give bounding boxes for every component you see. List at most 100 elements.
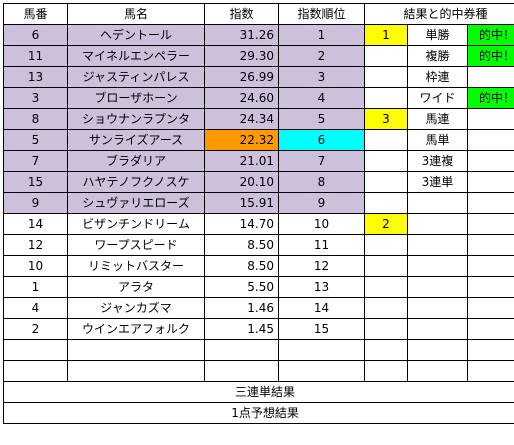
cell-index-rank[interactable]: 13 (278, 276, 365, 298)
cell-horse-number[interactable]: 4 (3, 297, 68, 319)
empty-cell[interactable] (466, 339, 514, 361)
cell-ticket-type[interactable] (407, 318, 468, 340)
cell-index[interactable]: 21.01 (204, 150, 279, 172)
cell-hit-mark[interactable] (466, 318, 514, 340)
cell-horse-name[interactable]: ショウナンラプンタ (67, 108, 205, 130)
cell-horse-name[interactable]: ジャスティンパレス (67, 66, 205, 88)
cell-horse-number[interactable]: 13 (3, 66, 68, 88)
cell-index-rank[interactable]: 10 (278, 213, 365, 235)
cell-horse-name[interactable]: ヘデントール (67, 24, 205, 46)
cell-ticket-type[interactable]: 3連単 (407, 171, 468, 193)
cell-result-place[interactable] (364, 297, 408, 319)
cell-ticket-type[interactable]: 馬単 (407, 129, 468, 151)
cell-horse-name[interactable]: ブローザホーン (67, 87, 205, 109)
cell-hit-mark[interactable]: 的中！ (466, 45, 514, 67)
cell-horse-number[interactable]: 1 (3, 276, 68, 298)
cell-index[interactable]: 20.10 (204, 171, 279, 193)
cell-index-rank[interactable]: 5 (278, 108, 365, 130)
cell-hit-mark[interactable] (466, 213, 514, 235)
empty-cell[interactable] (278, 339, 365, 361)
cell-result-place[interactable] (364, 318, 408, 340)
cell-hit-mark[interactable] (466, 171, 514, 193)
cell-index[interactable]: 24.60 (204, 87, 279, 109)
cell-index-rank[interactable]: 8 (278, 171, 365, 193)
empty-cell[interactable] (67, 339, 205, 361)
cell-ticket-type[interactable]: 馬連 (407, 108, 468, 130)
cell-hit-mark[interactable] (466, 66, 514, 88)
cell-ticket-type[interactable] (407, 276, 468, 298)
cell-horse-number[interactable]: 7 (3, 150, 68, 172)
cell-ticket-type[interactable] (407, 213, 468, 235)
cell-index-rank[interactable]: 15 (278, 318, 365, 340)
cell-index[interactable]: 22.32 (204, 129, 279, 151)
empty-cell[interactable] (466, 360, 514, 382)
cell-result-place[interactable]: 3 (364, 108, 408, 130)
cell-result-place[interactable]: 2 (364, 213, 408, 235)
cell-ticket-type[interactable] (407, 234, 468, 256)
cell-hit-mark[interactable] (466, 129, 514, 151)
cell-index[interactable]: 14.70 (204, 213, 279, 235)
empty-cell[interactable] (204, 339, 279, 361)
cell-horse-name[interactable]: ワープスピード (67, 234, 205, 256)
empty-cell[interactable] (204, 360, 279, 382)
cell-ticket-type[interactable]: 単勝 (407, 24, 468, 46)
cell-index[interactable]: 15.91 (204, 192, 279, 214)
cell-result-place[interactable] (364, 192, 408, 214)
header-horse-number[interactable]: 馬番 (3, 3, 68, 25)
cell-horse-number[interactable]: 15 (3, 171, 68, 193)
cell-index-rank[interactable]: 3 (278, 66, 365, 88)
cell-index-rank[interactable]: 12 (278, 255, 365, 277)
header-index[interactable]: 指数 (204, 3, 279, 25)
cell-index-rank[interactable]: 11 (278, 234, 365, 256)
header-index-rank[interactable]: 指数順位 (278, 3, 365, 25)
header-horse-name[interactable]: 馬名 (67, 3, 205, 25)
cell-horse-number[interactable]: 11 (3, 45, 68, 67)
empty-cell[interactable] (3, 360, 68, 382)
cell-ticket-type[interactable]: 3連複 (407, 150, 468, 172)
cell-hit-mark[interactable]: 的中！ (466, 24, 514, 46)
cell-hit-mark[interactable] (466, 234, 514, 256)
empty-cell[interactable] (407, 360, 468, 382)
cell-ticket-type[interactable] (407, 255, 468, 277)
cell-horse-name[interactable]: アラタ (67, 276, 205, 298)
cell-index-rank[interactable]: 14 (278, 297, 365, 319)
cell-result-place[interactable] (364, 234, 408, 256)
cell-horse-name[interactable]: ブラダリア (67, 150, 205, 172)
cell-index[interactable]: 5.50 (204, 276, 279, 298)
cell-horse-number[interactable]: 2 (3, 318, 68, 340)
cell-index-rank[interactable]: 6 (278, 129, 365, 151)
cell-index[interactable]: 29.30 (204, 45, 279, 67)
cell-result-place[interactable] (364, 66, 408, 88)
empty-cell[interactable] (3, 339, 68, 361)
cell-result-place[interactable]: 1 (364, 24, 408, 46)
cell-horse-number[interactable]: 14 (3, 213, 68, 235)
cell-horse-number[interactable]: 6 (3, 24, 68, 46)
cell-result-place[interactable] (364, 150, 408, 172)
cell-result-place[interactable] (364, 45, 408, 67)
cell-index[interactable]: 26.99 (204, 66, 279, 88)
cell-index-rank[interactable]: 1 (278, 24, 365, 46)
cell-horse-name[interactable]: マイネルエンペラー (67, 45, 205, 67)
cell-horse-number[interactable]: 3 (3, 87, 68, 109)
cell-index-rank[interactable]: 9 (278, 192, 365, 214)
cell-horse-name[interactable]: ジャンカズマ (67, 297, 205, 319)
cell-hit-mark[interactable] (466, 297, 514, 319)
cell-horse-number[interactable]: 12 (3, 234, 68, 256)
cell-index[interactable]: 1.46 (204, 297, 279, 319)
cell-index[interactable]: 24.34 (204, 108, 279, 130)
cell-ticket-type[interactable] (407, 192, 468, 214)
cell-index[interactable]: 31.26 (204, 24, 279, 46)
cell-horse-name[interactable]: リミットバスター (67, 255, 205, 277)
cell-hit-mark[interactable] (466, 255, 514, 277)
cell-result-place[interactable] (364, 87, 408, 109)
header-result[interactable]: 結果と的中券種 (363, 3, 514, 25)
trifecta-result-label[interactable]: 三連単結果 (2, 381, 514, 403)
cell-horse-name[interactable]: ハヤテノフクノスケ (67, 171, 205, 193)
cell-ticket-type[interactable]: 枠連 (407, 66, 468, 88)
empty-cell[interactable] (364, 360, 408, 382)
cell-hit-mark[interactable] (466, 150, 514, 172)
cell-index[interactable]: 8.50 (204, 255, 279, 277)
cell-index-rank[interactable]: 7 (278, 150, 365, 172)
cell-ticket-type[interactable] (407, 297, 468, 319)
cell-horse-number[interactable]: 9 (3, 192, 68, 214)
